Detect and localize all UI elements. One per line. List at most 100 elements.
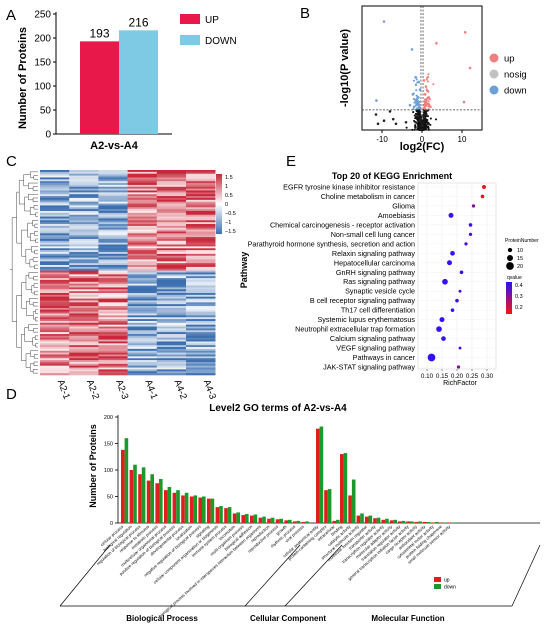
heatmap-cell xyxy=(69,307,99,311)
heatmap-cell xyxy=(127,285,158,288)
panel-b-point-up xyxy=(423,107,426,110)
heatmap-dendrogram-branch xyxy=(29,259,35,268)
heatmap-cell xyxy=(40,296,70,299)
heatmap-cell xyxy=(40,181,70,184)
heatmap-cell xyxy=(69,240,99,243)
heatmap-cell xyxy=(127,257,158,260)
heatmap-legend-tick: 0 xyxy=(225,202,228,208)
panel-b-point xyxy=(423,103,426,106)
panel-d-bar-down xyxy=(159,479,163,523)
heatmap-cell xyxy=(98,270,128,273)
panel-d-bar-up xyxy=(284,520,288,523)
heatmap-cell xyxy=(69,207,99,210)
heatmap-cell xyxy=(69,248,99,251)
panel-b-frame xyxy=(361,5,483,131)
panel-a-ytick-label: 50 xyxy=(40,106,52,117)
heatmap-cell xyxy=(69,220,99,223)
heatmap-cell xyxy=(69,367,99,370)
panel-d-bar-up xyxy=(381,519,386,523)
heatmap-cell xyxy=(40,186,70,189)
heatmap-cell xyxy=(69,348,99,352)
panel-e-color-legend-tick: 0.4 xyxy=(515,283,523,289)
heatmap-cell xyxy=(40,229,70,232)
heatmap-cell xyxy=(40,222,70,225)
panel-d-group-label: Molecular Function xyxy=(371,614,444,623)
heatmap-cell xyxy=(186,181,216,184)
heatmap-cell xyxy=(156,307,187,311)
heatmap-cell xyxy=(69,261,99,264)
panel-d-bar-up xyxy=(189,496,194,523)
heatmap-cell xyxy=(98,347,128,350)
heatmap-legend-tick: 1.5 xyxy=(225,175,233,181)
heatmap-dendrogram-branch xyxy=(23,174,31,187)
heatmap-cell xyxy=(186,348,216,352)
heatmap-cell xyxy=(186,183,216,186)
panel-b-point-down xyxy=(412,105,416,109)
heatmap-cell xyxy=(186,332,216,335)
panel-c-letter: C xyxy=(6,153,17,170)
heatmap-cell xyxy=(127,304,158,307)
heatmap-cell xyxy=(69,199,99,202)
heatmap-legend-tick: −1 xyxy=(225,220,231,226)
panel-d-bar-down xyxy=(219,506,223,523)
panel-b-point xyxy=(405,126,408,129)
panel-b-point xyxy=(413,98,417,101)
heatmap-cell xyxy=(186,252,216,255)
panel-d-bar-up xyxy=(389,520,394,523)
panel-b-point-nosig xyxy=(416,114,420,118)
heatmap-cell xyxy=(186,225,216,229)
heatmap-cell xyxy=(40,298,70,301)
heatmap-cell xyxy=(186,194,216,197)
heatmap-cell xyxy=(186,199,216,202)
heatmap-cell xyxy=(156,171,187,175)
heatmap-cell xyxy=(69,352,99,355)
panel-b-point xyxy=(425,125,428,128)
panel-d-title: Level2 GO terms of A2-vs-A4 xyxy=(209,403,347,414)
heatmap-cell xyxy=(98,194,128,197)
heatmap-cell xyxy=(127,265,158,268)
heatmap-cell xyxy=(186,173,216,176)
heatmap-cell xyxy=(186,259,216,262)
heatmap-cell xyxy=(156,179,187,182)
heatmap-cell xyxy=(98,369,128,372)
panel-e-pathway-label: Th17 cell differentiation xyxy=(341,306,415,315)
panel-b-point-nosig xyxy=(388,110,392,113)
heatmap-cell xyxy=(127,371,158,374)
panel-e-pathway-label: B cell receptor signaling pathway xyxy=(310,296,415,305)
heatmap-cell xyxy=(40,265,70,268)
panel-a-ytick-label: 150 xyxy=(34,58,51,69)
heatmap-dendrogram-branch xyxy=(33,275,38,281)
heatmap-dendrogram-branch xyxy=(31,285,35,294)
panel-b-point xyxy=(415,78,418,81)
heatmap-dendrogram-branch xyxy=(32,311,36,320)
heatmap-cell xyxy=(186,235,216,238)
heatmap-cell xyxy=(186,302,216,305)
panel-b-point-down xyxy=(416,96,420,99)
heatmap-cell xyxy=(156,278,187,281)
heatmap-cell xyxy=(69,304,99,307)
heatmap-cell xyxy=(127,363,158,366)
heatmap-dendrogram-branch xyxy=(35,309,38,314)
heatmap-cell xyxy=(186,207,216,210)
heatmap-cell xyxy=(127,203,158,206)
heatmap-cell xyxy=(156,227,187,230)
panel-d-bar-up xyxy=(121,449,125,523)
panel-b-point xyxy=(429,123,432,126)
heatmap-cell xyxy=(40,244,70,247)
heatmap-cell xyxy=(40,197,70,201)
heatmap-cell xyxy=(69,360,99,363)
heatmap-cell xyxy=(98,179,128,182)
heatmap-cell xyxy=(98,371,128,374)
heatmap-dendrogram-branch xyxy=(16,295,22,348)
heatmap-cell xyxy=(98,205,128,208)
heatmap-dendrogram-branch xyxy=(29,207,36,215)
panel-b-point xyxy=(417,104,420,107)
heatmap-cell xyxy=(98,227,128,230)
panel-d-group-label: Biological Process xyxy=(126,614,198,623)
heatmap-cell xyxy=(40,261,70,264)
panel-b: B -log10(P value) -10 0 10 log2(FC) up nosi… xyxy=(300,5,527,153)
heatmap-cell xyxy=(40,252,70,255)
heatmap-cell xyxy=(69,326,99,329)
heatmap-cell xyxy=(186,278,216,281)
heatmap-cell xyxy=(69,252,99,255)
